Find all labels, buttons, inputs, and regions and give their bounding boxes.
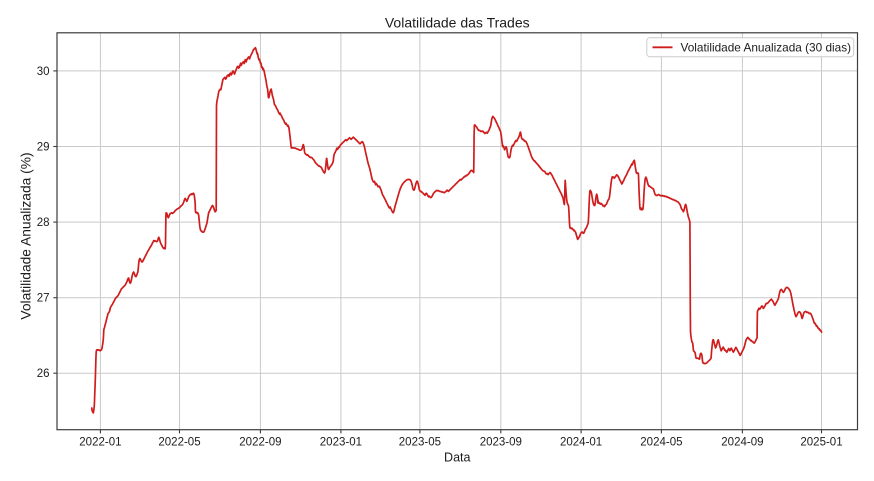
svg-text:2024-01: 2024-01	[560, 437, 602, 449]
svg-text:2024-05: 2024-05	[640, 437, 682, 449]
svg-text:Volatilidade Anualizada (%): Volatilidade Anualizada (%)	[19, 152, 34, 319]
svg-text:Volatilidade Anualizada (30 di: Volatilidade Anualizada (30 dias)	[681, 40, 852, 54]
svg-text:2022-05: 2022-05	[158, 437, 200, 449]
svg-text:Volatilidade das Trades: Volatilidade das Trades	[385, 14, 530, 30]
svg-text:28: 28	[37, 217, 50, 229]
svg-text:30: 30	[37, 66, 50, 78]
svg-text:2022-09: 2022-09	[239, 437, 281, 449]
svg-text:29: 29	[37, 142, 50, 154]
svg-text:2024-09: 2024-09	[721, 437, 763, 449]
svg-text:Data: Data	[444, 451, 470, 465]
svg-text:2023-01: 2023-01	[320, 437, 362, 449]
svg-text:26: 26	[37, 368, 50, 380]
svg-text:27: 27	[37, 293, 50, 305]
svg-text:2022-01: 2022-01	[79, 437, 121, 449]
svg-text:2023-05: 2023-05	[399, 437, 441, 449]
svg-text:2023-09: 2023-09	[480, 437, 522, 449]
svg-text:2025-01: 2025-01	[800, 437, 842, 449]
